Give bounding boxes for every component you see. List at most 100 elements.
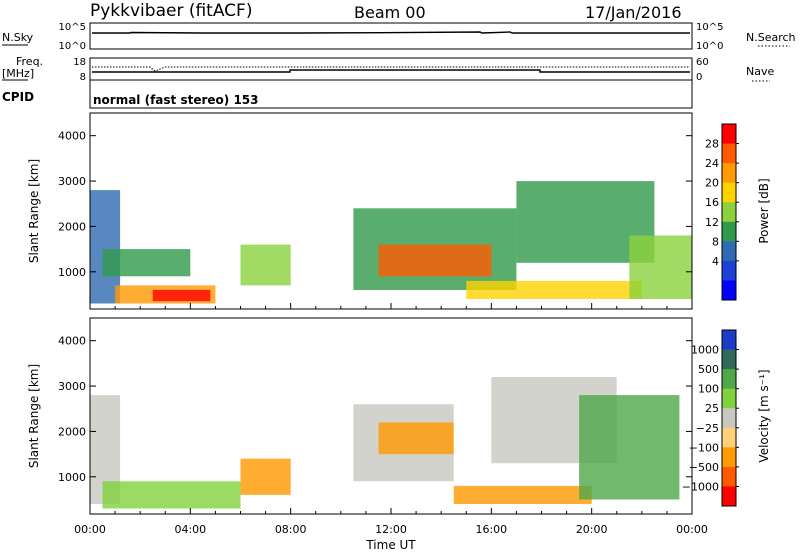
velocity-colorbar-swatch	[722, 427, 736, 448]
time-tick-label: 08:00	[275, 523, 307, 536]
velocity-heatmap	[90, 377, 680, 509]
power-ytick-label: 2000	[58, 220, 86, 233]
power-colorbar-tick-label: 28	[705, 138, 719, 151]
velocity-xlabel: Time UT	[365, 538, 416, 552]
time-tick-label: 12:00	[375, 523, 407, 536]
power-colorbar-swatch	[722, 202, 736, 223]
time-tick-label: 16:00	[475, 523, 507, 536]
power-colorbar: 28 24 20 16 12 8 4	[705, 123, 739, 301]
time-tick-label: 20:00	[576, 523, 608, 536]
date-title: 17/Jan/2016	[585, 3, 682, 22]
velocity-panel: 4000 3000 2000 1000 00:00 04:00 08:00 12:00 16:…	[27, 303, 771, 552]
power-colorbar-swatch	[722, 280, 736, 301]
power-region	[102, 249, 191, 277]
velocity-ytick-label: 3000	[58, 380, 86, 393]
freq-tick-bottom: 8	[80, 72, 86, 83]
nave-tick-top: 60	[696, 57, 709, 68]
velocity-colorbar-swatch	[722, 330, 736, 350]
radar-title: Pykkvibaer (fitACF)	[90, 1, 252, 21]
nsky-tick-top: 10^5	[59, 22, 86, 33]
velocity-colorbar-swatch	[722, 466, 736, 487]
power-region	[90, 190, 121, 304]
power-region	[240, 244, 291, 286]
power-colorbar-swatch	[722, 182, 736, 203]
velocity-ytick-label: 4000	[58, 335, 86, 348]
power-colorbar-swatch	[722, 124, 736, 144]
power-colorbar-tick-label: 24	[705, 157, 719, 170]
nsky-tick-bottom: 10^0	[59, 41, 86, 52]
velocity-colorbar-tick-label: −1000	[682, 480, 719, 493]
velocity-region	[453, 485, 592, 504]
power-ylabel: Slant Range [km]	[27, 159, 41, 263]
velocity-colorbar-frame	[721, 329, 737, 507]
nsearch-tick-top: 10^5	[696, 22, 723, 33]
power-ytick-label: 4000	[58, 130, 86, 143]
power-colorbar-swatch	[722, 163, 736, 183]
velocity-colorbar: 1000 500 100 25 −25 −100 −500 −1000	[682, 329, 739, 507]
time-tick-label: 00:00	[676, 523, 708, 536]
power-panel: 4000 3000 2000 1000 Slant Range [km] 28 24 20…	[27, 112, 771, 310]
velocity-colorbar-swatch	[722, 447, 736, 468]
cpid-panel	[89, 79, 693, 109]
power-region	[152, 289, 211, 302]
power-heatmap	[90, 181, 692, 304]
power-region	[378, 244, 492, 277]
velocity-colorbar-tick-label: 500	[698, 363, 719, 376]
time-tick-label: 00:00	[74, 523, 106, 536]
velocity-colorbar-tick-label: 100	[698, 383, 719, 396]
velocity-colorbar-tick-label: 25	[705, 402, 719, 415]
velocity-colorbar-swatch	[722, 486, 736, 507]
power-ytick-label: 3000	[58, 175, 86, 188]
power-region	[466, 280, 642, 299]
power-colorbar-tick-label: 16	[705, 196, 719, 209]
freq-label-line2: [MHz]	[2, 67, 34, 80]
power-ytick-label: 1000	[58, 266, 86, 279]
power-colorbar-swatch	[722, 143, 736, 164]
velocity-region	[378, 422, 454, 455]
power-colorbar-tick-label: 8	[712, 235, 719, 248]
nsky-panel	[89, 22, 693, 50]
velocity-colorbar-tick-label: −500	[689, 461, 719, 474]
power-colorbar-label: Power [dB]	[757, 178, 771, 243]
power-colorbar-swatch	[722, 241, 736, 262]
beam-title: Beam 00	[354, 3, 426, 22]
freq-label-line1: Freq.	[16, 55, 43, 68]
velocity-region	[240, 458, 291, 495]
nsearch-label: N.Search	[746, 31, 796, 44]
velocity-colorbar-tick-label: −100	[689, 441, 719, 454]
power-y-axis: 4000 3000 2000 1000	[58, 130, 692, 279]
nave-series	[92, 66, 690, 72]
time-tick-label: 04:00	[174, 523, 206, 536]
nave-tick-bottom: 0	[696, 72, 702, 83]
power-colorbar-swatch	[722, 221, 736, 242]
velocity-colorbar-swatch	[722, 349, 736, 370]
velocity-ylabel: Slant Range [km]	[27, 364, 41, 468]
velocity-colorbar-swatch	[722, 369, 736, 389]
velocity-colorbar-swatch	[722, 408, 736, 429]
nave-label: Nave	[746, 65, 774, 78]
velocity-region	[102, 481, 241, 509]
velocity-ytick-label: 1000	[58, 471, 86, 484]
power-region	[629, 235, 692, 299]
velocity-colorbar-swatch	[722, 388, 736, 409]
velocity-y-axis: 4000 3000 2000 1000	[58, 335, 692, 484]
freq-panel	[89, 57, 693, 81]
power-colorbar-swatch	[722, 260, 736, 281]
cpid-text: normal (fast stereo) 153	[93, 93, 259, 107]
nsky-label: N.Sky	[2, 31, 34, 44]
velocity-colorbar-tick-label: −25	[696, 422, 719, 435]
freq-series	[92, 69, 690, 73]
freq-tick-top: 18	[73, 57, 86, 68]
power-colorbar-tick-label: 20	[705, 177, 719, 190]
velocity-colorbar-label: Velocity [m s⁻¹]	[757, 369, 771, 462]
nsearch-tick-bottom: 10^0	[696, 41, 723, 52]
nsky-series	[92, 31, 690, 34]
power-colorbar-tick-label: 12	[705, 216, 719, 229]
velocity-ytick-label: 2000	[58, 425, 86, 438]
velocity-colorbar-tick-label: 1000	[691, 344, 719, 357]
velocity-x-axis: 00:00 04:00 08:00 12:00 16:00 20:00 00:00	[74, 303, 708, 536]
cpid-label: CPID	[2, 90, 34, 104]
power-colorbar-frame	[721, 123, 737, 301]
power-colorbar-tick-label: 4	[712, 255, 719, 268]
